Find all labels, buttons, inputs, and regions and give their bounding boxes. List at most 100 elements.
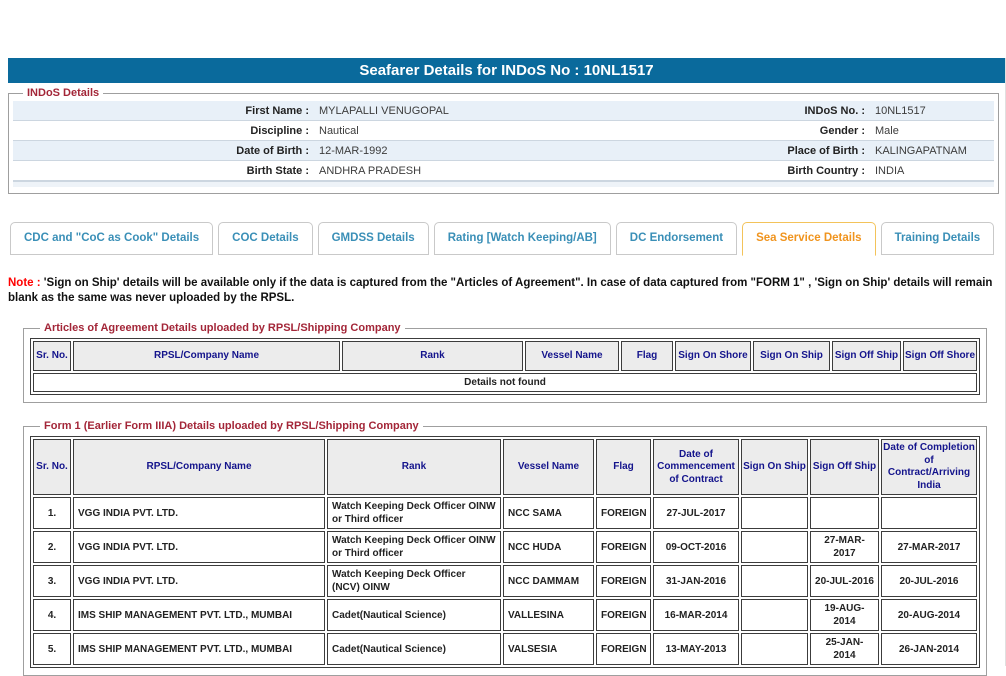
sign-off-ship-cell: 20-JUL-2016 (810, 565, 879, 598)
col-header-flag: Flag (596, 439, 651, 496)
gender-label: Gender : (819, 124, 865, 137)
rank-cell: Cadet(Nautical Science) (327, 599, 501, 632)
tab-rating-watch-keeping-ab[interactable]: Rating [Watch Keeping/AB] (433, 222, 611, 255)
tab-dc-endorsement[interactable]: DC Endorsement (615, 222, 738, 255)
vessel-cell: NCC DAMMAM (503, 565, 594, 598)
gender-value: Male (875, 124, 899, 137)
col-header-sign-on-shore: Sign On Shore (675, 341, 751, 372)
col-header-sign-off-ship: Sign Off Ship (810, 439, 879, 496)
completion-date-cell: 20-JUL-2016 (881, 565, 977, 598)
tab-training-details[interactable]: Training Details (880, 222, 995, 255)
completion-date-cell: 26-JAN-2014 (881, 633, 977, 666)
col-header-date-of-commencement: Date of Commencement of Contract (653, 439, 739, 496)
rank-cell: Watch Keeping Deck Officer OINW or Third… (327, 531, 501, 564)
seafarer-details-page: Seafarer Details for INDoS No : 10NL1517… (0, 58, 1006, 676)
sr-no-cell: 3. (33, 565, 71, 598)
sign-off-ship-cell: 25-JAN-2014 (810, 633, 879, 666)
flag-cell: FOREIGN (596, 599, 651, 632)
date-of-birth-label: Date of Birth : (236, 144, 309, 157)
sign-on-ship-cell (741, 599, 808, 632)
company-cell: VGG INDIA PVT. LTD. (73, 531, 325, 564)
completion-date-cell: 20-AUG-2014 (881, 599, 977, 632)
commencement-date-cell: 27-JUL-2017 (653, 497, 739, 530)
articles-of-agreement-table: Sr. No. RPSL/Company Name Rank Vessel Na… (30, 338, 980, 396)
sr-no-cell: 5. (33, 633, 71, 666)
company-cell: VGG INDIA PVT. LTD. (73, 497, 325, 530)
rank-cell: Watch Keeping Deck Officer OINW or Third… (327, 497, 501, 530)
tab-gmdss-details[interactable]: GMDSS Details (317, 222, 429, 255)
form1-details-table: Sr. No. RPSL/Company Name Rank Vessel Na… (30, 436, 980, 669)
note-text: 'Sign on Ship' details will be available… (8, 277, 993, 305)
table-row: 1. VGG INDIA PVT. LTD. Watch Keeping Dec… (33, 497, 977, 530)
col-header-flag: Flag (621, 341, 673, 372)
sign-off-ship-cell (810, 497, 879, 530)
col-header-sign-off-ship: Sign Off Ship (832, 341, 901, 372)
col-header-sign-on-ship: Sign On Ship (741, 439, 808, 496)
company-cell: IMS SHIP MANAGEMENT PVT. LTD., MUMBAI (73, 633, 325, 666)
vessel-cell: NCC SAMA (503, 497, 594, 530)
date-of-birth-value: 12-MAR-1992 (319, 144, 388, 157)
sign-on-ship-cell (741, 633, 808, 666)
first-name-label: First Name : (245, 104, 309, 117)
sign-on-ship-note: Note : 'Sign on Ship' details will be av… (8, 276, 995, 306)
completion-date-cell (881, 497, 977, 530)
sign-off-ship-cell: 19-AUG-2014 (810, 599, 879, 632)
sign-on-ship-cell (741, 565, 808, 598)
form1-details-section: Form 1 (Earlier Form IIIA) Details uploa… (23, 420, 987, 676)
discipline-label: Discipline : (250, 124, 309, 137)
table-row: 5. IMS SHIP MANAGEMENT PVT. LTD., MUMBAI… (33, 633, 977, 666)
birth-state-value: ANDHRA PRADESH (319, 164, 422, 177)
vessel-cell: VALLESINA (503, 599, 594, 632)
table-row: 2. VGG INDIA PVT. LTD. Watch Keeping Dec… (33, 531, 977, 564)
detail-row-discipline-gender: Discipline : Nautical Gender : Male (13, 121, 994, 141)
commencement-date-cell: 09-OCT-2016 (653, 531, 739, 564)
sr-no-cell: 2. (33, 531, 71, 564)
tab-sea-service-details[interactable]: Sea Service Details (742, 222, 876, 256)
col-header-date-of-completion: Date of Completion of Contract/Arriving … (881, 439, 977, 496)
company-cell: VGG INDIA PVT. LTD. (73, 565, 325, 598)
col-header-rank: Rank (327, 439, 501, 496)
indos-no-value: 10NL1517 (875, 104, 926, 117)
col-header-sr-no: Sr. No. (33, 439, 71, 496)
flag-cell: FOREIGN (596, 633, 651, 666)
sign-off-ship-cell: 27-MAR-2017 (810, 531, 879, 564)
details-not-found-message: Details not found (33, 373, 977, 393)
commencement-date-cell: 13-MAY-2013 (653, 633, 739, 666)
discipline-value: Nautical (319, 124, 359, 137)
sign-on-ship-cell (741, 531, 808, 564)
rank-cell: Cadet(Nautical Science) (327, 633, 501, 666)
vessel-cell: NCC HUDA (503, 531, 594, 564)
rank-cell: Watch Keeping Deck Officer (NCV) OINW (327, 565, 501, 598)
birth-country-label: Birth Country : (787, 164, 865, 177)
articles-header-row: Sr. No. RPSL/Company Name Rank Vessel Na… (33, 341, 977, 372)
col-header-rpsl-company-name: RPSL/Company Name (73, 439, 325, 496)
indos-details-section: INDoS Details First Name : MYLAPALLI VEN… (8, 87, 999, 194)
tab-cdc-coc-as-cook-details[interactable]: CDC and "CoC as Cook" Details (10, 222, 214, 255)
note-prefix: Note : (8, 277, 41, 289)
details-tab-bar: CDC and "CoC as Cook" Details COC Detail… (10, 222, 1005, 256)
articles-of-agreement-section: Articles of Agreement Details uploaded b… (23, 322, 987, 404)
place-of-birth-label: Place of Birth : (787, 144, 865, 157)
col-header-vessel-name: Vessel Name (503, 439, 594, 496)
sr-no-cell: 4. (33, 599, 71, 632)
articles-empty-row: Details not found (33, 373, 977, 393)
commencement-date-cell: 16-MAR-2014 (653, 599, 739, 632)
tab-coc-details[interactable]: COC Details (218, 222, 313, 255)
page-title: Seafarer Details for INDoS No : 10NL1517 (8, 58, 1005, 83)
sr-no-cell: 1. (33, 497, 71, 530)
form1-header-row: Sr. No. RPSL/Company Name Rank Vessel Na… (33, 439, 977, 496)
detail-row-birth-state-country: Birth State : ANDHRA PRADESH Birth Count… (13, 161, 994, 181)
col-header-sign-on-ship: Sign On Ship (753, 341, 830, 372)
indos-details-legend: INDoS Details (27, 87, 100, 99)
company-cell: IMS SHIP MANAGEMENT PVT. LTD., MUMBAI (73, 599, 325, 632)
detail-row-birth-date-place: Date of Birth : 12-MAR-1992 Place of Bir… (13, 141, 994, 161)
table-row: 4. IMS SHIP MANAGEMENT PVT. LTD., MUMBAI… (33, 599, 977, 632)
first-name-value: MYLAPALLI VENUGOPAL (319, 104, 449, 117)
flag-cell: FOREIGN (596, 565, 651, 598)
commencement-date-cell: 31-JAN-2016 (653, 565, 739, 598)
col-header-sr-no: Sr. No. (33, 341, 71, 372)
col-header-vessel-name: Vessel Name (525, 341, 619, 372)
birth-state-label: Birth State : (246, 164, 309, 177)
place-of-birth-value: KALINGAPATNAM (875, 144, 967, 157)
col-header-rpsl-company-name: RPSL/Company Name (73, 341, 340, 372)
